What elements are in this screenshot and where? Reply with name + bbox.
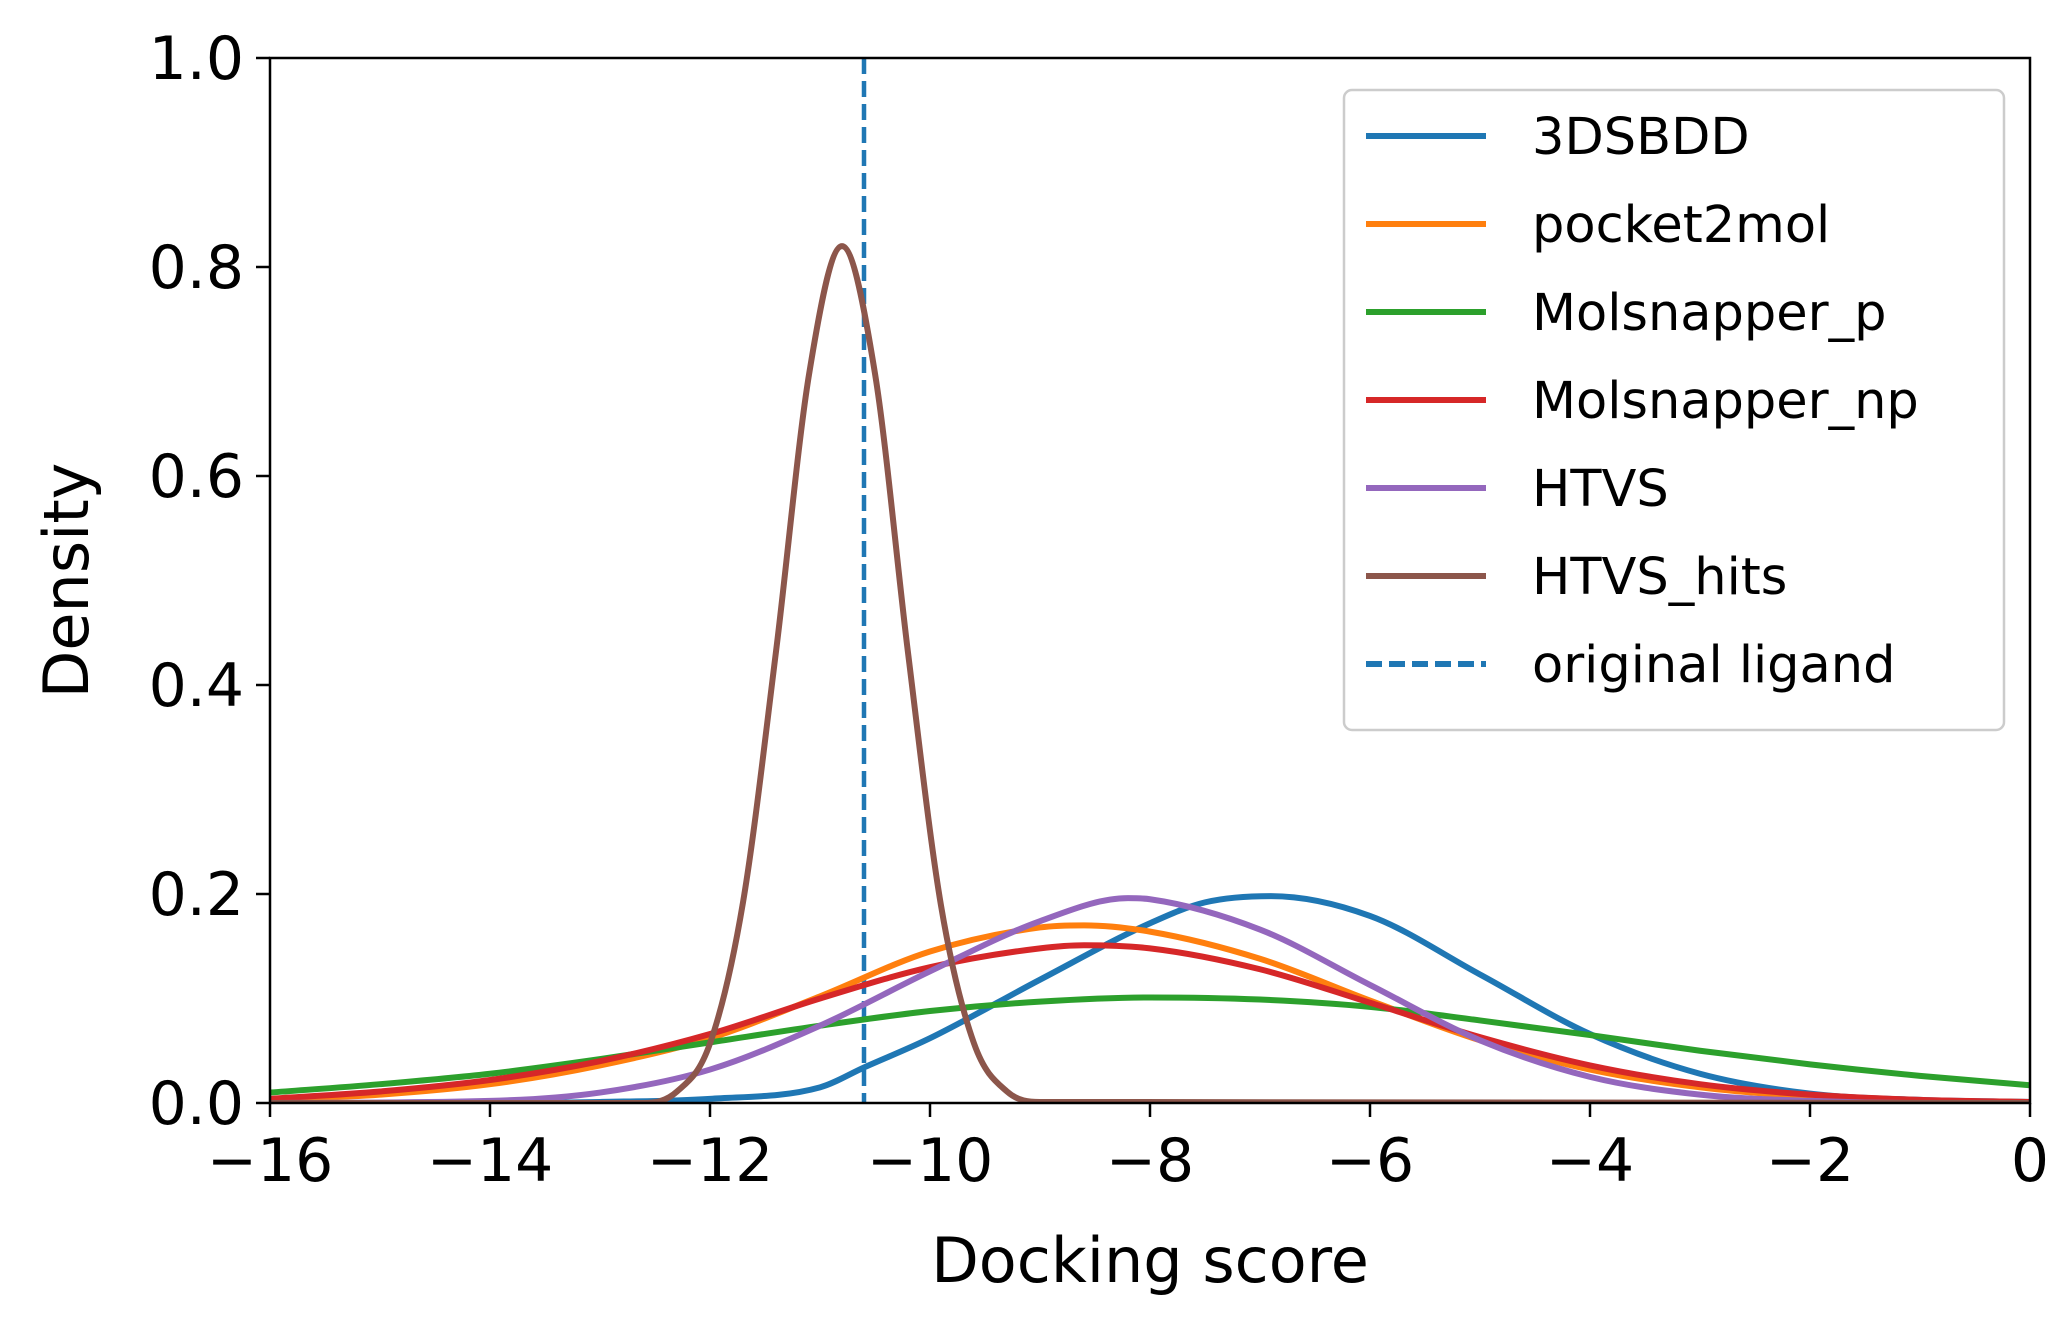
y-tick-label: 1.0 bbox=[149, 24, 244, 94]
legend-label: pocket2mol bbox=[1532, 196, 1830, 255]
legend-label: HTVS_hits bbox=[1532, 548, 1787, 607]
y-tick-label: 0.8 bbox=[149, 233, 244, 303]
legend-label: original ligand bbox=[1532, 636, 1896, 695]
series-line-molsnapper-p bbox=[270, 994, 2030, 1096]
legend: 3DSBDD pocket2mol Molsnapper_p Molsnapper_n… bbox=[1342, 88, 2006, 732]
y-tick-label: 0.6 bbox=[149, 442, 244, 512]
x-tick-label: −16 bbox=[207, 1126, 334, 1196]
x-tick-label: −6 bbox=[1326, 1126, 1414, 1196]
x-tick-label: −12 bbox=[647, 1126, 774, 1196]
x-tick-label: −4 bbox=[1546, 1126, 1634, 1196]
legend-label: HTVS bbox=[1532, 460, 1669, 519]
legend-box bbox=[1342, 88, 2006, 732]
x-tick-label: −14 bbox=[427, 1126, 554, 1196]
plot-area bbox=[270, 58, 2030, 1103]
x-tick-label: 0 bbox=[2011, 1126, 2049, 1196]
y-axis: 0.0 0.2 0.4 0.6 0.8 1.0 bbox=[149, 24, 270, 1139]
x-tick-label: −8 bbox=[1106, 1126, 1194, 1196]
legend-label: Molsnapper_np bbox=[1532, 372, 1919, 431]
y-tick-label: 0.2 bbox=[149, 860, 244, 930]
y-axis-label: Density bbox=[30, 463, 103, 699]
legend-label: Molsnapper_p bbox=[1532, 284, 1887, 343]
series-line-molsnapper-np bbox=[270, 942, 2030, 1103]
x-axis: −16 −14 −12 −10 −8 −6 −4 −2 0 bbox=[207, 1103, 2049, 1196]
legend-label: 3DSBDD bbox=[1532, 108, 1750, 167]
x-axis-label: Docking score bbox=[931, 1224, 1369, 1297]
x-tick-label: −2 bbox=[1766, 1126, 1854, 1196]
y-tick-label: 0.0 bbox=[149, 1069, 244, 1139]
x-tick-label: −10 bbox=[867, 1126, 994, 1196]
series-line-htvs-hits bbox=[270, 243, 2030, 1103]
y-tick-label: 0.4 bbox=[149, 651, 244, 721]
series-line-htvs bbox=[270, 895, 2030, 1103]
